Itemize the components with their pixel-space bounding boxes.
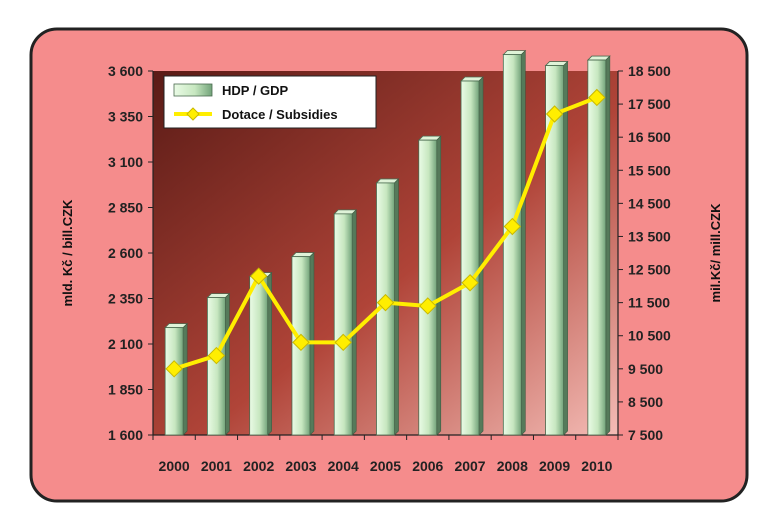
left-tick-label: 3 100: [108, 154, 143, 170]
left-axis-title: mld. Kč / bill.CZK: [60, 199, 75, 307]
bar-side-face: [478, 76, 484, 436]
right-tick-label: 18 500: [628, 63, 671, 79]
right-tick-label: 10 500: [628, 328, 671, 344]
combo-chart: 1 600 1 850 2 100 2 350 2 600 2 850 3 100 3 350…: [29, 27, 749, 503]
bar-front-face: [207, 297, 226, 436]
x-tick-label: 2002: [243, 458, 274, 474]
bar-front-face: [587, 59, 607, 436]
left-tick-label: 2 600: [108, 245, 143, 261]
x-tick-label: 2004: [328, 458, 359, 474]
right-tick-label: 13 500: [628, 228, 671, 244]
left-tick-label: 3 600: [108, 63, 143, 79]
subsidies-point-2000: [165, 360, 183, 378]
bar-front-face: [249, 276, 269, 436]
bar-front-face: [545, 65, 564, 436]
subsidies-point-2007: [461, 274, 479, 292]
x-tick-label: 2006: [412, 458, 443, 474]
x-tick-label: 2009: [539, 458, 570, 474]
right-tick-label: 7 500: [628, 427, 663, 443]
bar-2007: [460, 76, 485, 436]
bar-front-face: [418, 139, 438, 436]
subsidies-point-2002: [249, 267, 268, 285]
subsidies-point-2005: [376, 293, 395, 312]
bar-side-face: [351, 209, 357, 436]
bar-2004: [333, 209, 358, 436]
bar-side-face: [563, 60, 568, 436]
legend-bar-swatch: [173, 83, 213, 97]
bar-2002: [248, 271, 273, 436]
chart-card: 1 600 1 850 2 100 2 350 2 600 2 850 3 100 3 350…: [28, 26, 750, 504]
legend-label-subsidies: Dotace / Subsidies: [222, 107, 338, 122]
left-tick-label: 2 100: [108, 336, 143, 352]
right-tick-label: 12 500: [628, 262, 671, 278]
x-tick-label: 2007: [454, 458, 485, 474]
x-tick-label: 2001: [201, 458, 232, 474]
bar-side-face: [436, 135, 442, 436]
legend-label-gdp: HDP / GDP: [222, 83, 289, 98]
subsidies-point-2003: [292, 333, 310, 352]
subsidies-point-2004: [334, 333, 352, 352]
right-tick-label: 14 500: [628, 195, 671, 211]
bar-front-face: [460, 80, 480, 436]
bar-2000: [164, 322, 189, 436]
x-tick-label: 2003: [285, 458, 316, 474]
left-tick-label: 1 600: [108, 427, 143, 443]
right-axis-title: mil.Kč/ mill.CZK: [708, 203, 723, 303]
legend: HDP / GDP Dotace / Subsidies: [163, 75, 377, 129]
left-tick-label: 3 350: [108, 109, 143, 125]
bar-2001: [206, 292, 231, 436]
subsidies-point-2008: [503, 217, 522, 236]
bar-side-face: [521, 49, 526, 436]
bar-front-face: [502, 54, 522, 436]
bar-front-face: [333, 213, 353, 436]
x-tick-label: 2005: [370, 458, 401, 474]
right-tick-label: 17 500: [628, 96, 671, 112]
right-tick-label: 15 500: [628, 162, 671, 178]
bar-2006: [417, 135, 442, 436]
bar-side-face: [225, 292, 230, 436]
left-tick-label: 2 850: [108, 200, 143, 216]
right-tick-label: 16 500: [628, 129, 671, 145]
x-tick-label: 2000: [159, 458, 190, 474]
subsidies-point-2009: [545, 105, 564, 123]
right-tick-label: 9 500: [628, 361, 663, 377]
left-tick-label: 1 850: [108, 382, 143, 398]
bar-2010: [586, 55, 611, 436]
bar-side-face: [394, 178, 399, 436]
subsidies-point-2006: [419, 297, 437, 315]
x-tick-label: 2008: [497, 458, 528, 474]
bar-2008: [502, 49, 527, 436]
subsidies-point-2001: [207, 346, 226, 365]
bar-2009: [544, 60, 569, 436]
right-tick-label: 11 500: [628, 295, 670, 311]
bar-front-face: [164, 327, 184, 436]
bar-side-face: [605, 55, 611, 436]
legend-marker-swatch: [186, 107, 200, 121]
subsidies-point-2010: [588, 88, 606, 107]
x-tick-label: 2010: [581, 458, 612, 474]
bar-side-face: [182, 322, 188, 436]
left-tick-label: 2 350: [108, 291, 143, 307]
right-tick-label: 8 500: [628, 394, 663, 410]
